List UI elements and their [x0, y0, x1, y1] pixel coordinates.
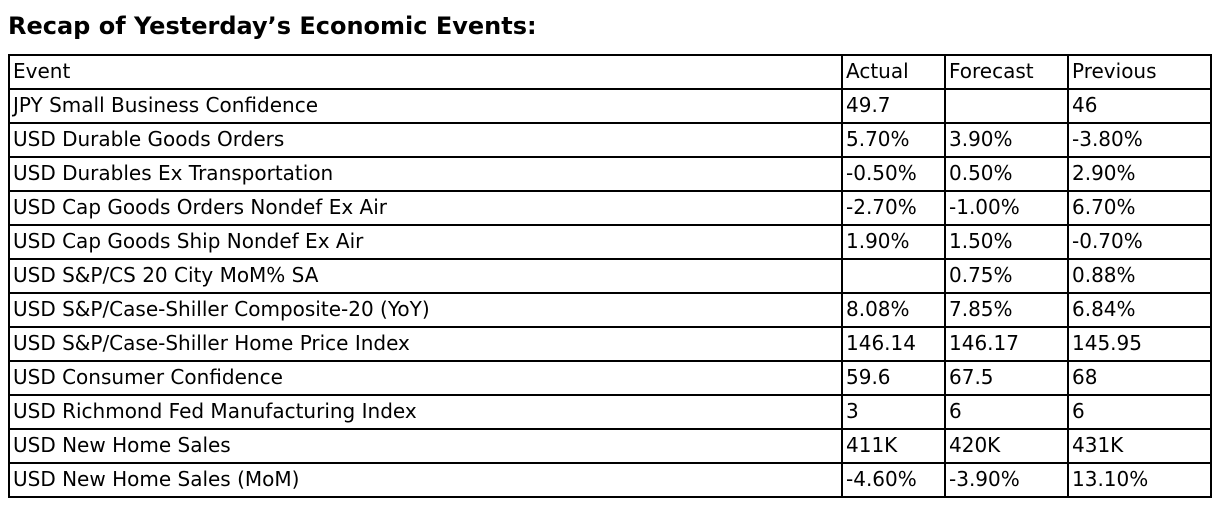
cell-event: USD Cap Goods Ship Nondef Ex Air — [9, 225, 842, 259]
cell-actual: -2.70% — [842, 191, 945, 225]
cell-event: USD New Home Sales — [9, 429, 842, 463]
table-row: USD Cap Goods Orders Nondef Ex Air -2.70%… — [9, 191, 1211, 225]
table-row: USD Cap Goods Ship Nondef Ex Air 1.90% 1.5… — [9, 225, 1211, 259]
column-header-event: Event — [9, 55, 842, 89]
cell-event: USD S&P/CS 20 City MoM% SA — [9, 259, 842, 293]
cell-event: USD S&P/Case-Shiller Home Price Index — [9, 327, 842, 361]
cell-forecast: 3.90% — [945, 123, 1068, 157]
cell-forecast: 7.85% — [945, 293, 1068, 327]
table-row: USD S&P/Case-Shiller Composite-20 (YoY) 8… — [9, 293, 1211, 327]
cell-forecast: 146.17 — [945, 327, 1068, 361]
table-body: JPY Small Business Confidence 49.7 46 USD D… — [9, 89, 1211, 497]
cell-previous: 13.10% — [1068, 463, 1211, 497]
table-row: JPY Small Business Confidence 49.7 46 — [9, 89, 1211, 123]
table-row: USD Richmond Fed Manufacturing Index 3 6 6 — [9, 395, 1211, 429]
cell-actual: 8.08% — [842, 293, 945, 327]
cell-previous: 6 — [1068, 395, 1211, 429]
column-header-forecast: Forecast — [945, 55, 1068, 89]
cell-forecast: 0.75% — [945, 259, 1068, 293]
cell-previous: 6.70% — [1068, 191, 1211, 225]
cell-forecast: 420K — [945, 429, 1068, 463]
table-row: USD Durables Ex Transportation -0.50% 0.50… — [9, 157, 1211, 191]
table-row: USD Consumer Confidence 59.6 67.5 68 — [9, 361, 1211, 395]
cell-forecast — [945, 89, 1068, 123]
table-row: USD S&P/Case-Shiller Home Price Index 146… — [9, 327, 1211, 361]
cell-event: USD Durable Goods Orders — [9, 123, 842, 157]
cell-event: JPY Small Business Confidence — [9, 89, 842, 123]
cell-event: USD Richmond Fed Manufacturing Index — [9, 395, 842, 429]
column-header-actual: Actual — [842, 55, 945, 89]
cell-event: USD New Home Sales (MoM) — [9, 463, 842, 497]
cell-actual: 3 — [842, 395, 945, 429]
cell-event: USD Consumer Confidence — [9, 361, 842, 395]
cell-forecast: -1.00% — [945, 191, 1068, 225]
cell-previous: 46 — [1068, 89, 1211, 123]
table-row: USD Durable Goods Orders 5.70% 3.90% -3.80% — [9, 123, 1211, 157]
page-title: Recap of Yesterday’s Economic Events: — [8, 12, 537, 40]
cell-forecast: 6 — [945, 395, 1068, 429]
table-row: USD New Home Sales (MoM) -4.60% -3.90% 13.1… — [9, 463, 1211, 497]
cell-forecast: 0.50% — [945, 157, 1068, 191]
cell-previous: 0.88% — [1068, 259, 1211, 293]
cell-previous: 145.95 — [1068, 327, 1211, 361]
cell-event: USD S&P/Case-Shiller Composite-20 (YoY) — [9, 293, 842, 327]
cell-actual: 59.6 — [842, 361, 945, 395]
cell-previous: -3.80% — [1068, 123, 1211, 157]
cell-actual — [842, 259, 945, 293]
table-header-row: Event Actual Forecast Previous — [9, 55, 1211, 89]
table-row: USD S&P/CS 20 City MoM% SA 0.75% 0.88% — [9, 259, 1211, 293]
cell-actual: -4.60% — [842, 463, 945, 497]
cell-previous: 6.84% — [1068, 293, 1211, 327]
cell-actual: -0.50% — [842, 157, 945, 191]
cell-event: USD Durables Ex Transportation — [9, 157, 842, 191]
cell-previous: 2.90% — [1068, 157, 1211, 191]
cell-actual: 411K — [842, 429, 945, 463]
cell-previous: -0.70% — [1068, 225, 1211, 259]
cell-previous: 68 — [1068, 361, 1211, 395]
cell-event: USD Cap Goods Orders Nondef Ex Air — [9, 191, 842, 225]
cell-forecast: 67.5 — [945, 361, 1068, 395]
cell-actual: 1.90% — [842, 225, 945, 259]
cell-actual: 146.14 — [842, 327, 945, 361]
column-header-previous: Previous — [1068, 55, 1211, 89]
cell-actual: 49.7 — [842, 89, 945, 123]
economic-events-table: Event Actual Forecast Previous JPY Small… — [8, 54, 1212, 498]
cell-previous: 431K — [1068, 429, 1211, 463]
cell-forecast: -3.90% — [945, 463, 1068, 497]
table-row: USD New Home Sales 411K 420K 431K — [9, 429, 1211, 463]
cell-actual: 5.70% — [842, 123, 945, 157]
cell-forecast: 1.50% — [945, 225, 1068, 259]
